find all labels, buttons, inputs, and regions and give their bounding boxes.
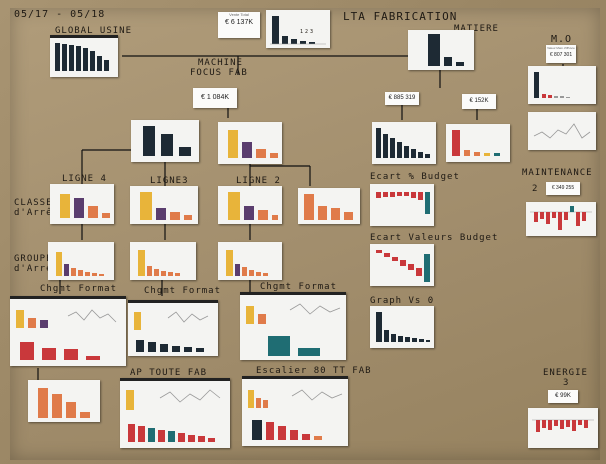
ligne3-chart-card: [130, 186, 198, 224]
classe-label-2: d'Arrêt: [14, 208, 59, 218]
ligne3-label: LIGNE3: [150, 176, 189, 186]
kpi-mo-caption: Valeur Main d'Œuvre: [547, 46, 575, 50]
mo-line-chart-card: [528, 112, 596, 150]
energie-label: ENERGIE: [543, 368, 588, 378]
ecart-valeur-label: Ecart Valeurs Budget: [370, 233, 499, 243]
machine-dark-chart-card: [131, 120, 199, 162]
rank-numbers: 123: [300, 29, 316, 35]
escalier-card: [242, 376, 348, 446]
kpi-matiere-a-value: € 885 319: [388, 95, 416, 101]
groupe-arret-card-1: [48, 242, 114, 280]
kpi-matiere-b-card: € 152K: [462, 94, 496, 109]
chgmt-format-card-3: [240, 292, 346, 360]
ecart-budget-chart-card: [370, 184, 434, 226]
kpi-energie-value: € 99K: [555, 393, 571, 399]
kpi-maintenance-value: € 349 255: [551, 185, 575, 191]
mo-label: M.O: [551, 34, 573, 45]
kpi-mo-card: Valeur Main d'Œuvre € 807 301: [546, 45, 576, 63]
chgmt-format-card-1: [10, 296, 126, 366]
chgmt-format-label-2: Chgmt Format: [144, 286, 222, 296]
energie-number: 3: [563, 378, 570, 388]
machine-colored-chart-card: [218, 122, 282, 164]
graph-vs0-label: Graph Vs 0: [370, 296, 435, 306]
ligne4-chart-card: [50, 184, 114, 224]
escalier-label: Escalier 80 TT FAB: [256, 366, 372, 376]
kpi-mo-value: € 807 301: [549, 52, 573, 58]
maintenance-label: MAINTENANCE: [522, 168, 593, 178]
kpi-total-card: Vente Total € 6 137K: [218, 12, 260, 38]
matiere-label: MATIERE: [454, 24, 499, 34]
ecart-budget-label: Ecart % Budget: [370, 172, 460, 182]
ecart-valeur-chart-card: [370, 244, 434, 286]
ligne-extra-chart-card: [298, 188, 360, 224]
ap-toute-fab-label: AP TOUTE FAB: [130, 368, 208, 378]
matiere-chart-card: [408, 30, 474, 70]
graph-vs0-chart-card: [370, 306, 434, 348]
ligne2-label: LIGNE 2: [236, 176, 281, 186]
matiere-red-chart-card: [446, 124, 510, 162]
kpi-matiere-b-value: € 152K: [469, 98, 489, 104]
focus-fab-label: FOCUS FAB: [190, 68, 248, 78]
groupe-arret-card-2: [130, 242, 196, 280]
kpi-total-value: € 6 137K: [224, 19, 254, 26]
classe-label: CLASSE: [14, 198, 53, 208]
machine-label: MACHINE: [198, 58, 243, 68]
groupe-label-2: d'Arrêt: [14, 264, 59, 274]
ap-toute-fab-card: [120, 378, 230, 448]
kpi-machine-card: € 1 084K: [193, 88, 237, 108]
sales-total-chart-card: 123: [266, 10, 330, 48]
global-usine-label: GLOBAL USINE: [55, 26, 133, 36]
maintenance-chart-card: [526, 202, 596, 236]
period-label: 05/17 - 05/18: [14, 9, 106, 20]
energie-chart-card: [528, 408, 598, 448]
ligne2-chart-card: [218, 186, 282, 224]
kpi-total-caption: Vente Total: [229, 12, 249, 17]
groupe-arret-card-3: [218, 242, 282, 280]
maintenance-number: 2: [532, 184, 539, 194]
groupe-label: GROUPE: [14, 254, 53, 264]
ligne4-label: LIGNE 4: [62, 174, 107, 184]
chgmt-format-card-2: [128, 300, 218, 356]
kpi-maintenance-card: € 349 255: [546, 182, 580, 195]
chgmt-format-label-1: Chgmt Format: [40, 284, 118, 294]
kpi-matiere-a-card: € 885 319: [385, 92, 419, 105]
chgmt-format-label-3: Chgmt Format: [260, 282, 338, 292]
board-title: LTA FABRICATION: [343, 10, 458, 23]
global-usine-chart-card: [50, 35, 118, 77]
matiere-dark-chart-card: [372, 122, 436, 164]
kpi-machine-value: € 1 084K: [200, 94, 230, 101]
chgmt-detail-card: [28, 380, 100, 422]
kpi-energie-card: € 99K: [548, 390, 578, 403]
mo-bar-chart-card: [528, 66, 596, 104]
